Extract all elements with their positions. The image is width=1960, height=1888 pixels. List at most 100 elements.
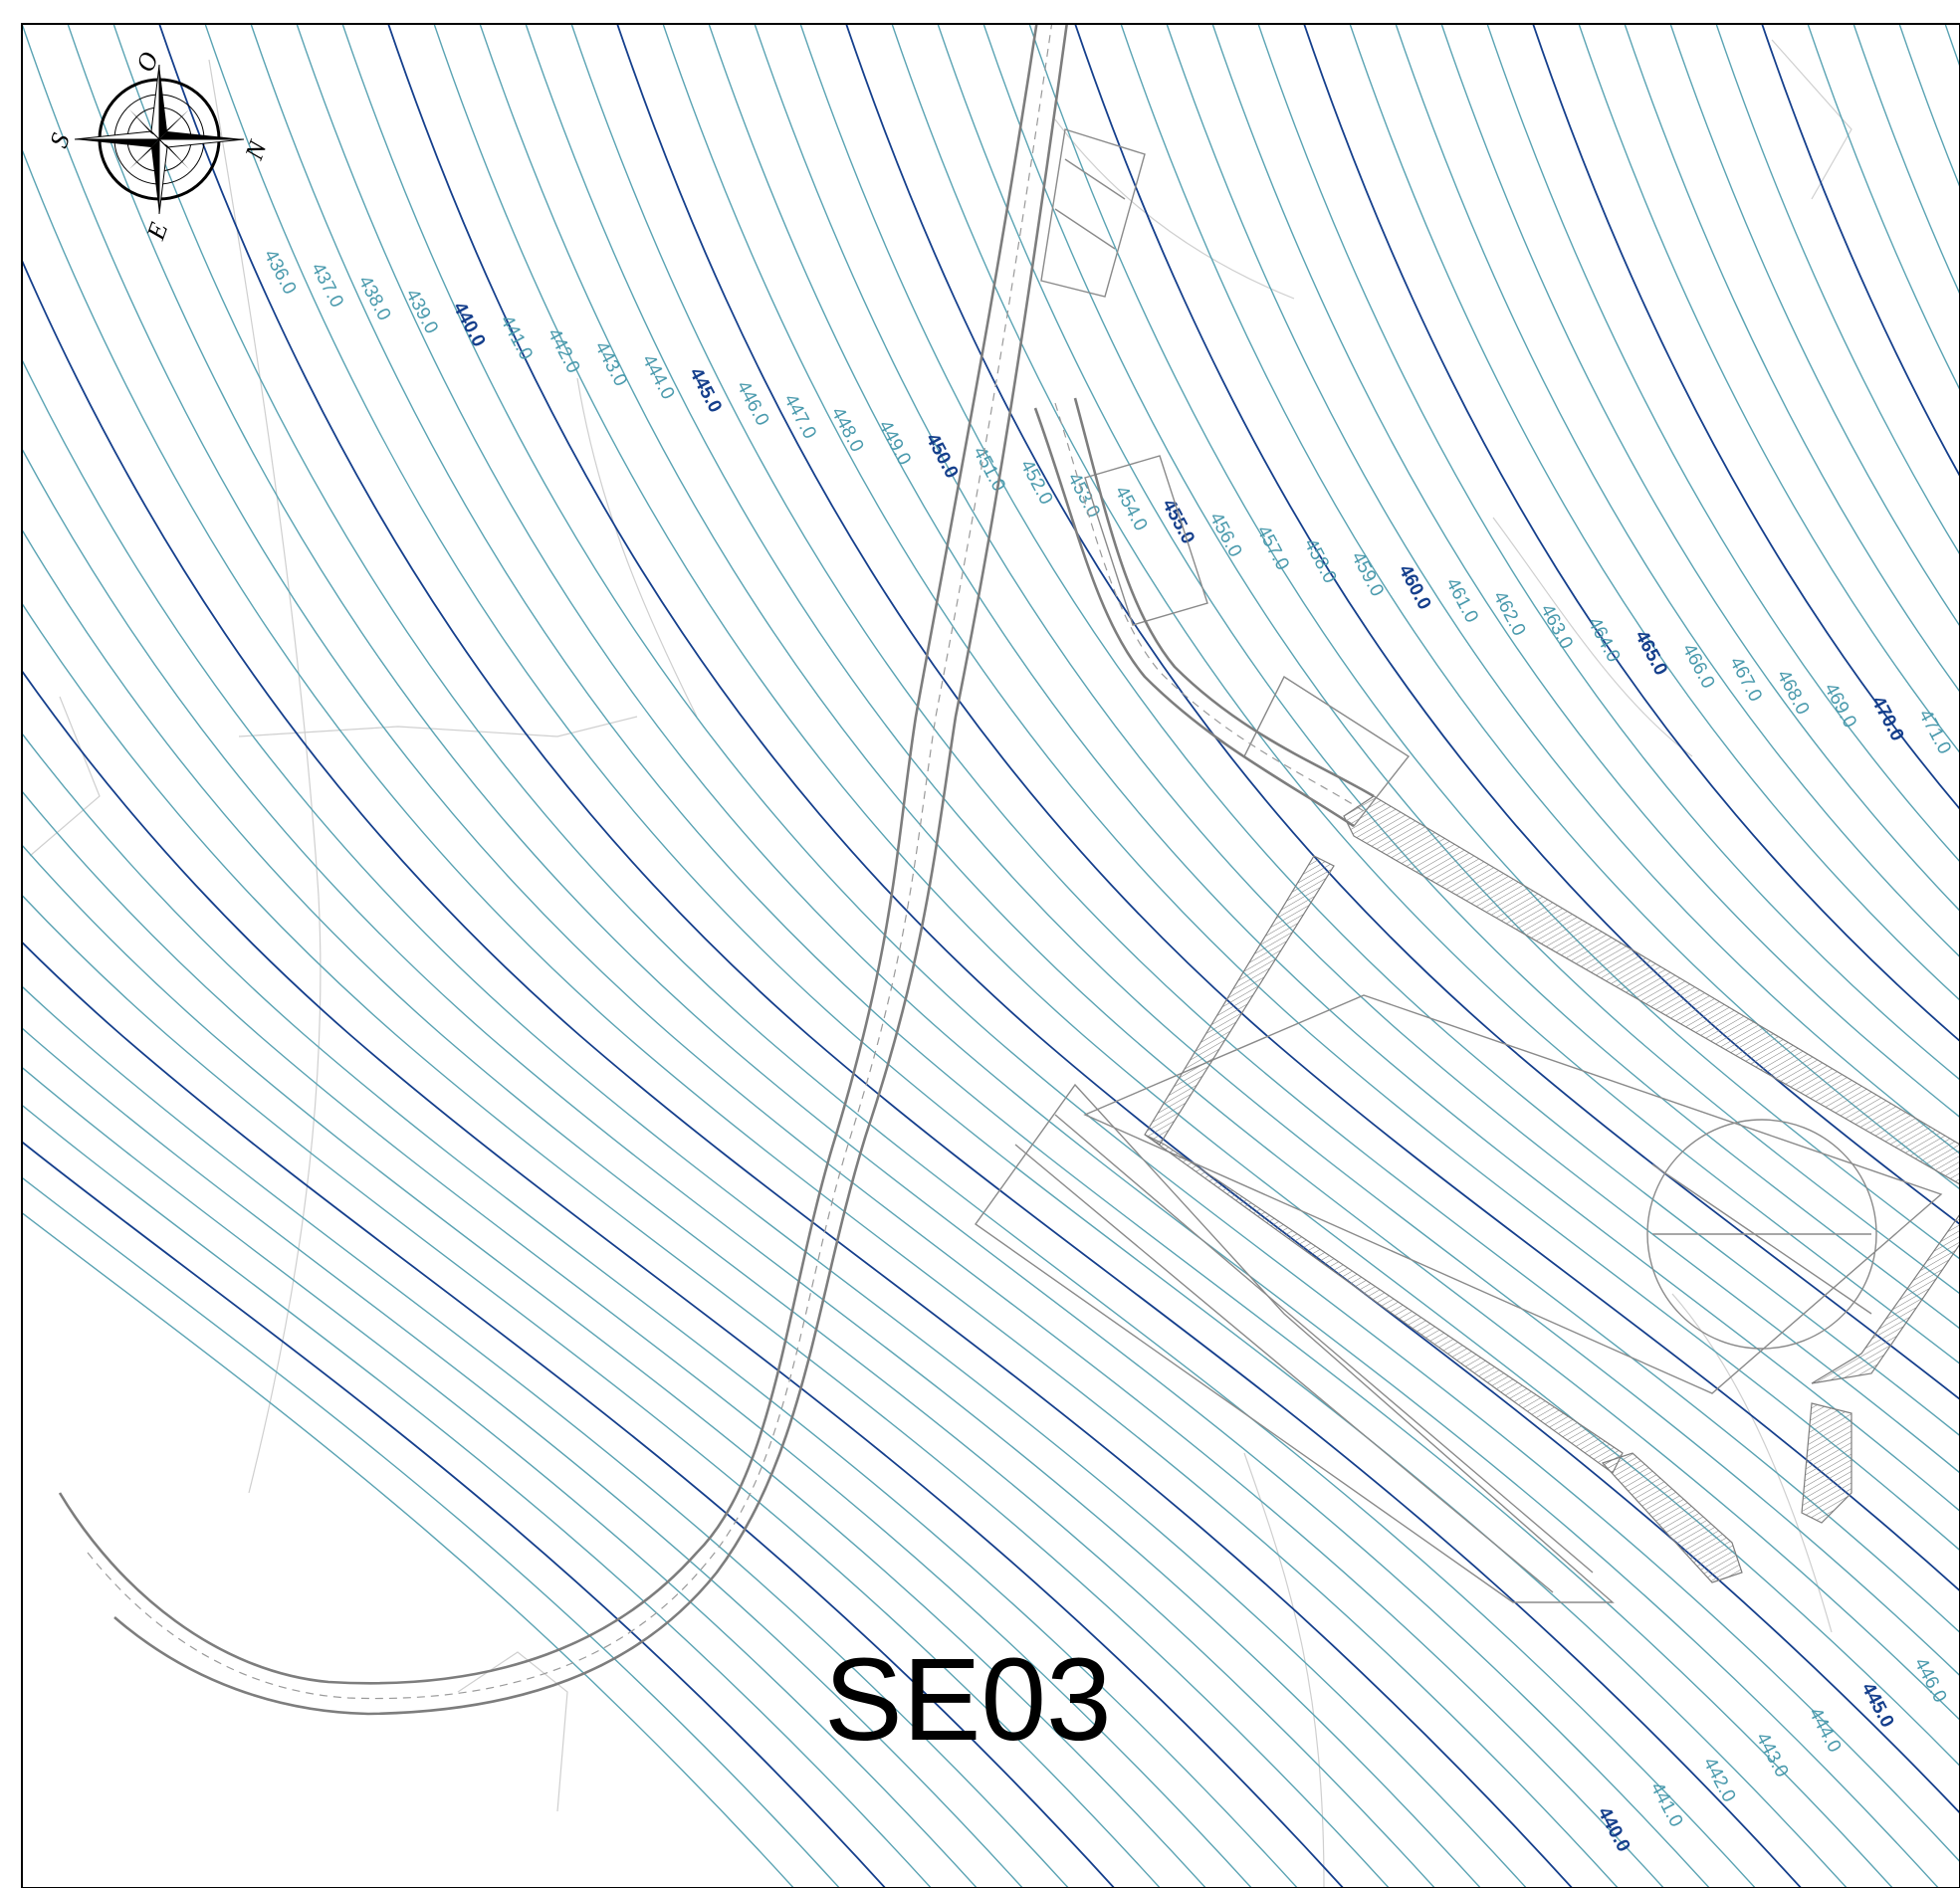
contour-line [22,985,1070,1888]
structure-2 [1084,455,1208,626]
contour-line [1532,24,1960,811]
contour-label: 465.0 [1631,627,1671,679]
contour-line [22,789,1253,1888]
contour-line [22,1066,979,1888]
contour-label: 468.0 [1773,667,1814,719]
contour-label: 448.0 [827,404,868,456]
contour-line [22,732,1299,1888]
contour-label: 455.0 [1158,496,1198,547]
contour-line [341,24,1960,1863]
structure-1 [1040,128,1146,298]
contour-label: 446.0 [1910,1654,1951,1706]
contour-line [22,669,1345,1888]
contour-line [982,24,1960,1295]
contour-line [1303,24,1960,1043]
contour-line [1349,24,1960,1001]
contour-line [891,24,1960,1365]
contour-label: 456.0 [1205,509,1246,560]
contour-line [1944,24,1960,69]
contour-label: 444.0 [1805,1704,1846,1756]
contour-label: 440.0 [449,299,490,350]
tank-circle [1646,1119,1877,1350]
contour-labels: 436.0 437.0 438.0 439.0 440.0 441.0 442.0 443.0… [260,246,1955,757]
contour-line [1761,24,1960,479]
contour-line [112,24,1757,1888]
contour-label: 467.0 [1725,654,1766,706]
contour-line [250,24,1894,1888]
contour-label: 442.0 [1699,1754,1740,1805]
contour-line [22,24,1665,1888]
map-frame [21,23,1960,1888]
contour-label: 454.0 [1111,483,1152,534]
contour-label: 439.0 [401,286,442,337]
contour-line [22,1211,795,1888]
contour-line [22,1026,1024,1888]
contour-label: 457.0 [1252,523,1293,574]
contour-label: 471.0 [1914,706,1955,757]
contour-line [662,24,1960,1552]
contour-line [1120,24,1960,1190]
sheet-id: SE03 [824,1634,1112,1766]
contour-label: 460.0 [1395,561,1435,613]
contour-line [22,1141,887,1888]
building-pad [975,1083,1615,1603]
contour-label: 463.0 [1536,601,1577,653]
contour-line [22,941,1116,1888]
contour-label: 443.0 [590,338,631,390]
contour-line [1715,24,1960,556]
contour-line [22,1104,933,1888]
contour-label: 452.0 [1016,457,1057,509]
contour-line [1028,24,1960,1260]
contour-line [708,24,1960,1513]
contour-line [1074,24,1960,1226]
contour-line [479,24,1960,1722]
contour-label: 447.0 [779,391,820,443]
contour-line [22,147,1620,1888]
platform-outline [1083,994,1943,1394]
contour-line [22,258,1574,1888]
contour-label: 458.0 [1300,535,1341,587]
contour-line [22,527,1436,1888]
compass-east: E [140,219,173,245]
contour-line [22,894,1162,1888]
compass-west: O [130,48,164,76]
contour-label: 450.0 [922,430,963,482]
contour-line [525,24,1960,1677]
contour-line [22,357,1528,1888]
contour-label: 445.0 [1857,1679,1898,1731]
contour-line [1624,24,1960,694]
contour-line [22,601,1391,1888]
contour-line [22,1176,841,1888]
contour-line [22,843,1207,1888]
access-road [58,24,1069,1716]
contour-label: 462.0 [1489,588,1530,640]
contour-label: 449.0 [874,417,915,469]
contour-line [845,24,1960,1401]
contour-label: 470.0 [1867,693,1908,744]
contour-label: 469.0 [1820,680,1860,732]
compass-north: N [239,135,273,164]
contour-line [937,24,1960,1330]
contour-label: 445.0 [685,364,726,416]
contour-line [1166,24,1960,1155]
service-road [1033,397,1375,828]
contour-line [616,24,1960,1592]
contour-label: 464.0 [1584,614,1625,666]
contour-line [158,24,1803,1888]
contour-line [67,24,1711,1888]
compass-rose: O S N E [44,48,273,244]
contour-line [1486,24,1960,863]
contour-label: 441.0 [496,312,537,363]
contour-line [1807,24,1960,392]
contour-labels-lower: 440.0 441.0 442.0 443.0 444.0 445.0 446.0 [1594,1654,1951,1855]
contour-line [22,447,1482,1888]
contour-line [1211,24,1960,1119]
contour-label: 437.0 [307,260,347,312]
contour-label: 459.0 [1347,548,1388,600]
contour-line [799,24,1960,1437]
contour-line [1669,24,1960,628]
contour-line [1440,24,1960,913]
contour-line [754,24,1960,1474]
